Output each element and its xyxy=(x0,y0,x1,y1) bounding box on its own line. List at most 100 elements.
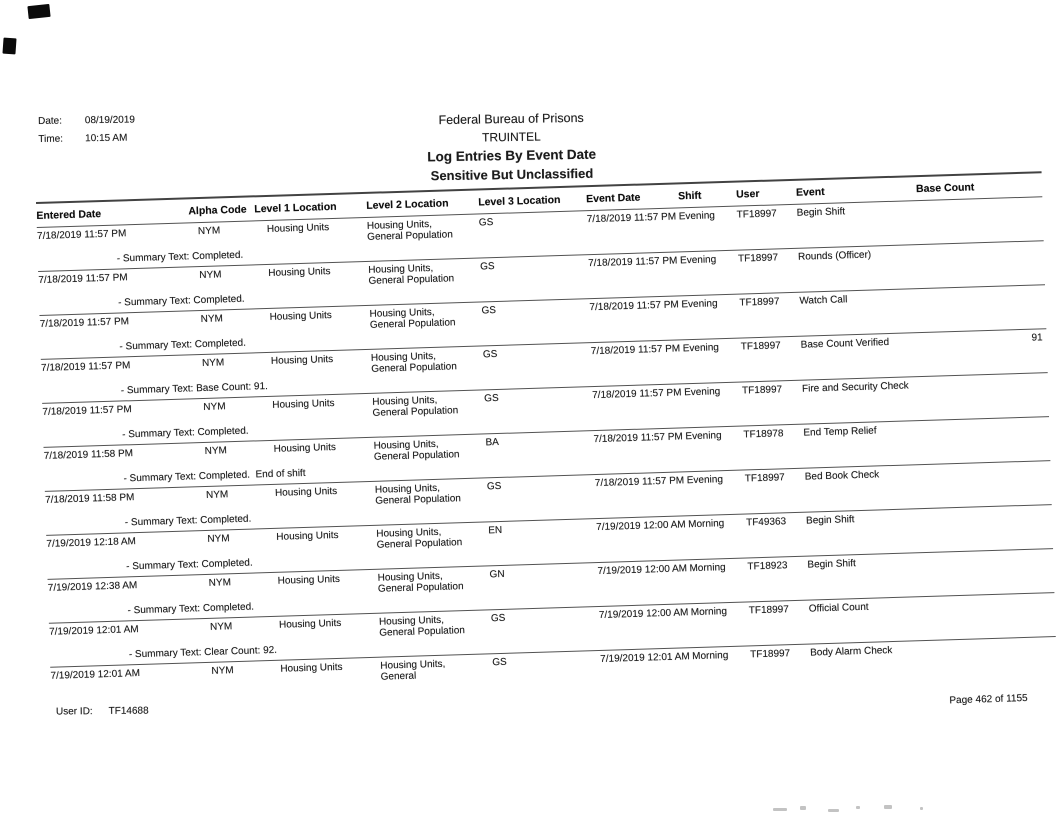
cell-shift: Evening xyxy=(678,210,716,223)
cell-level2-location: Housing Units, General Population xyxy=(373,438,460,463)
cell-event: End Temp Relief xyxy=(803,425,877,439)
cell-base-count xyxy=(917,288,1046,314)
cell-event: Begin Shift xyxy=(796,206,846,219)
cell-alpha-code: NYM xyxy=(205,489,229,501)
cell-entered-date: 7/18/2019 11:58 PM xyxy=(43,448,134,462)
cell-alpha-code: NYM xyxy=(208,577,232,589)
cell-level2-location: Housing Units, General Population xyxy=(366,218,453,243)
cell-event-date: 7/18/2019 11:57 PM xyxy=(594,475,685,490)
cell-user: TF18997 xyxy=(744,472,785,485)
cell-entered-date: 7/19/2019 12:01 AM xyxy=(48,624,139,638)
cell-level1-location: Housing Units xyxy=(269,310,333,323)
cell-level1-location: Housing Units xyxy=(274,485,338,499)
cell-level3-location: EN xyxy=(488,524,503,537)
cell-alpha-code: NYM xyxy=(203,401,226,413)
cell-alpha-code: NYM xyxy=(204,445,228,457)
cell-shift: Evening xyxy=(686,474,724,487)
scan-artifact-speck xyxy=(828,809,839,812)
cell-base-count xyxy=(914,200,1043,226)
cell-base-count: 91 xyxy=(1031,332,1043,344)
cell-event-date: 7/19/2019 12:01 AM xyxy=(600,651,690,665)
cell-level1-location: Housing Units xyxy=(273,441,337,455)
scan-artifact-speck xyxy=(884,805,892,809)
cell-alpha-code: NYM xyxy=(197,225,221,238)
cell-shift: Morning xyxy=(687,518,725,531)
cell-event: Rounds (Officer) xyxy=(797,249,872,263)
cell-level1-location: Housing Units xyxy=(278,617,342,631)
cell-level3-location: GS xyxy=(481,305,497,317)
cell-event-date: 7/18/2019 11:57 PM xyxy=(592,387,682,402)
column-header-level2: Level 2 Location xyxy=(366,197,449,212)
cell-shift: Morning xyxy=(689,562,726,575)
cell-base-count xyxy=(920,376,1049,402)
cell-level2-location: Housing Units, General xyxy=(380,658,446,683)
cell-level2-location: Housing Units, General Population xyxy=(374,482,462,507)
cell-event: Begin Shift xyxy=(805,514,855,527)
cell-base-count xyxy=(928,640,1056,666)
cell-user: TF18997 xyxy=(749,648,791,661)
cell-level1-location: Housing Units xyxy=(276,529,339,543)
cell-level3-location: GS xyxy=(484,392,499,405)
column-header-alpha-code: Alpha Code xyxy=(188,203,247,218)
cell-alpha-code: NYM xyxy=(211,665,234,677)
cell-level2-location: Housing Units, General Population xyxy=(369,306,456,331)
cell-entered-date: 7/18/2019 11:57 PM xyxy=(39,316,130,330)
cell-event: Fire and Security Check xyxy=(801,380,909,395)
cell-shift: Evening xyxy=(682,342,720,355)
cell-level1-location: Housing Units xyxy=(280,661,343,675)
cell-level2-location: Housing Units, General Population xyxy=(370,350,458,375)
cell-event-date: 7/19/2019 12:00 AM xyxy=(598,607,689,622)
cell-alpha-code: NYM xyxy=(201,357,225,370)
cell-entered-date: 7/19/2019 12:38 AM xyxy=(47,580,138,594)
scan-artifact-speck xyxy=(773,808,787,811)
cell-base-count xyxy=(921,420,1050,446)
cell-level2-location: Housing Units, General Population xyxy=(378,614,466,639)
cell-level2-location: Housing Units, General Population xyxy=(372,394,459,419)
cell-shift: Evening xyxy=(683,386,721,399)
scan-artifact-speck xyxy=(800,806,806,810)
column-header-level3: Level 3 Location xyxy=(478,193,561,209)
table-body: 7/18/2019 11:57 PM NYM Housing Units Hou… xyxy=(36,196,1056,711)
cell-event-date: 7/18/2019 11:57 PM xyxy=(587,255,678,270)
cell-level1-location: Housing Units xyxy=(268,266,331,279)
cell-user: TF18997 xyxy=(736,208,777,221)
cell-entered-date: 7/18/2019 11:58 PM xyxy=(44,492,135,506)
cell-shift: Evening xyxy=(679,254,717,267)
cell-alpha-code: NYM xyxy=(207,533,230,545)
cell-entered-date: 7/19/2019 12:01 AM xyxy=(50,668,141,682)
cell-level1-location: Housing Units xyxy=(272,397,335,411)
cell-level1-location: Housing Units xyxy=(270,353,334,367)
column-header-event: Event xyxy=(795,185,825,199)
cell-user: TF18997 xyxy=(739,296,780,309)
cell-level3-location: GS xyxy=(492,656,507,669)
cell-event: Base Count Verified xyxy=(800,337,890,351)
user-id-label: User ID: xyxy=(55,706,93,718)
scan-artifact-speck xyxy=(920,807,923,810)
cell-user: TF18997 xyxy=(737,252,779,265)
cell-level3-location: GS xyxy=(490,612,506,625)
cell-alpha-code: NYM xyxy=(200,313,224,326)
scan-artifact-mark xyxy=(27,3,51,20)
cell-level1-location: Housing Units xyxy=(266,222,330,235)
cell-level3-location: GS xyxy=(480,261,495,273)
cell-level2-location: Housing Units, General Population xyxy=(368,262,455,287)
cell-user: TF18978 xyxy=(743,428,784,441)
page-footer: User ID: TF14688 xyxy=(56,706,149,718)
cell-base-count xyxy=(916,244,1045,270)
cell-entered-date: 7/18/2019 11:57 PM xyxy=(38,272,128,286)
cell-entered-date: 7/18/2019 11:57 PM xyxy=(36,228,127,242)
cell-event: Bed Book Check xyxy=(804,469,880,483)
column-header-user: User xyxy=(735,187,760,201)
cell-level2-location: Housing Units, General Population xyxy=(376,526,463,551)
cell-level3-location: GN xyxy=(489,568,505,581)
cell-base-count xyxy=(927,596,1056,622)
cell-entered-date: 7/19/2019 12:18 AM xyxy=(46,536,137,550)
cell-alpha-code: NYM xyxy=(199,269,222,282)
scan-artifact-speck xyxy=(856,806,860,809)
cell-event-date: 7/19/2019 12:00 AM xyxy=(596,519,686,534)
cell-event-date: 7/18/2019 11:57 PM xyxy=(589,299,679,314)
cell-level1-location: Housing Units xyxy=(277,573,341,587)
scan-artifact-mark xyxy=(2,37,17,55)
cell-entered-date: 7/18/2019 11:57 PM xyxy=(42,404,132,418)
cell-shift: Evening xyxy=(685,430,722,443)
